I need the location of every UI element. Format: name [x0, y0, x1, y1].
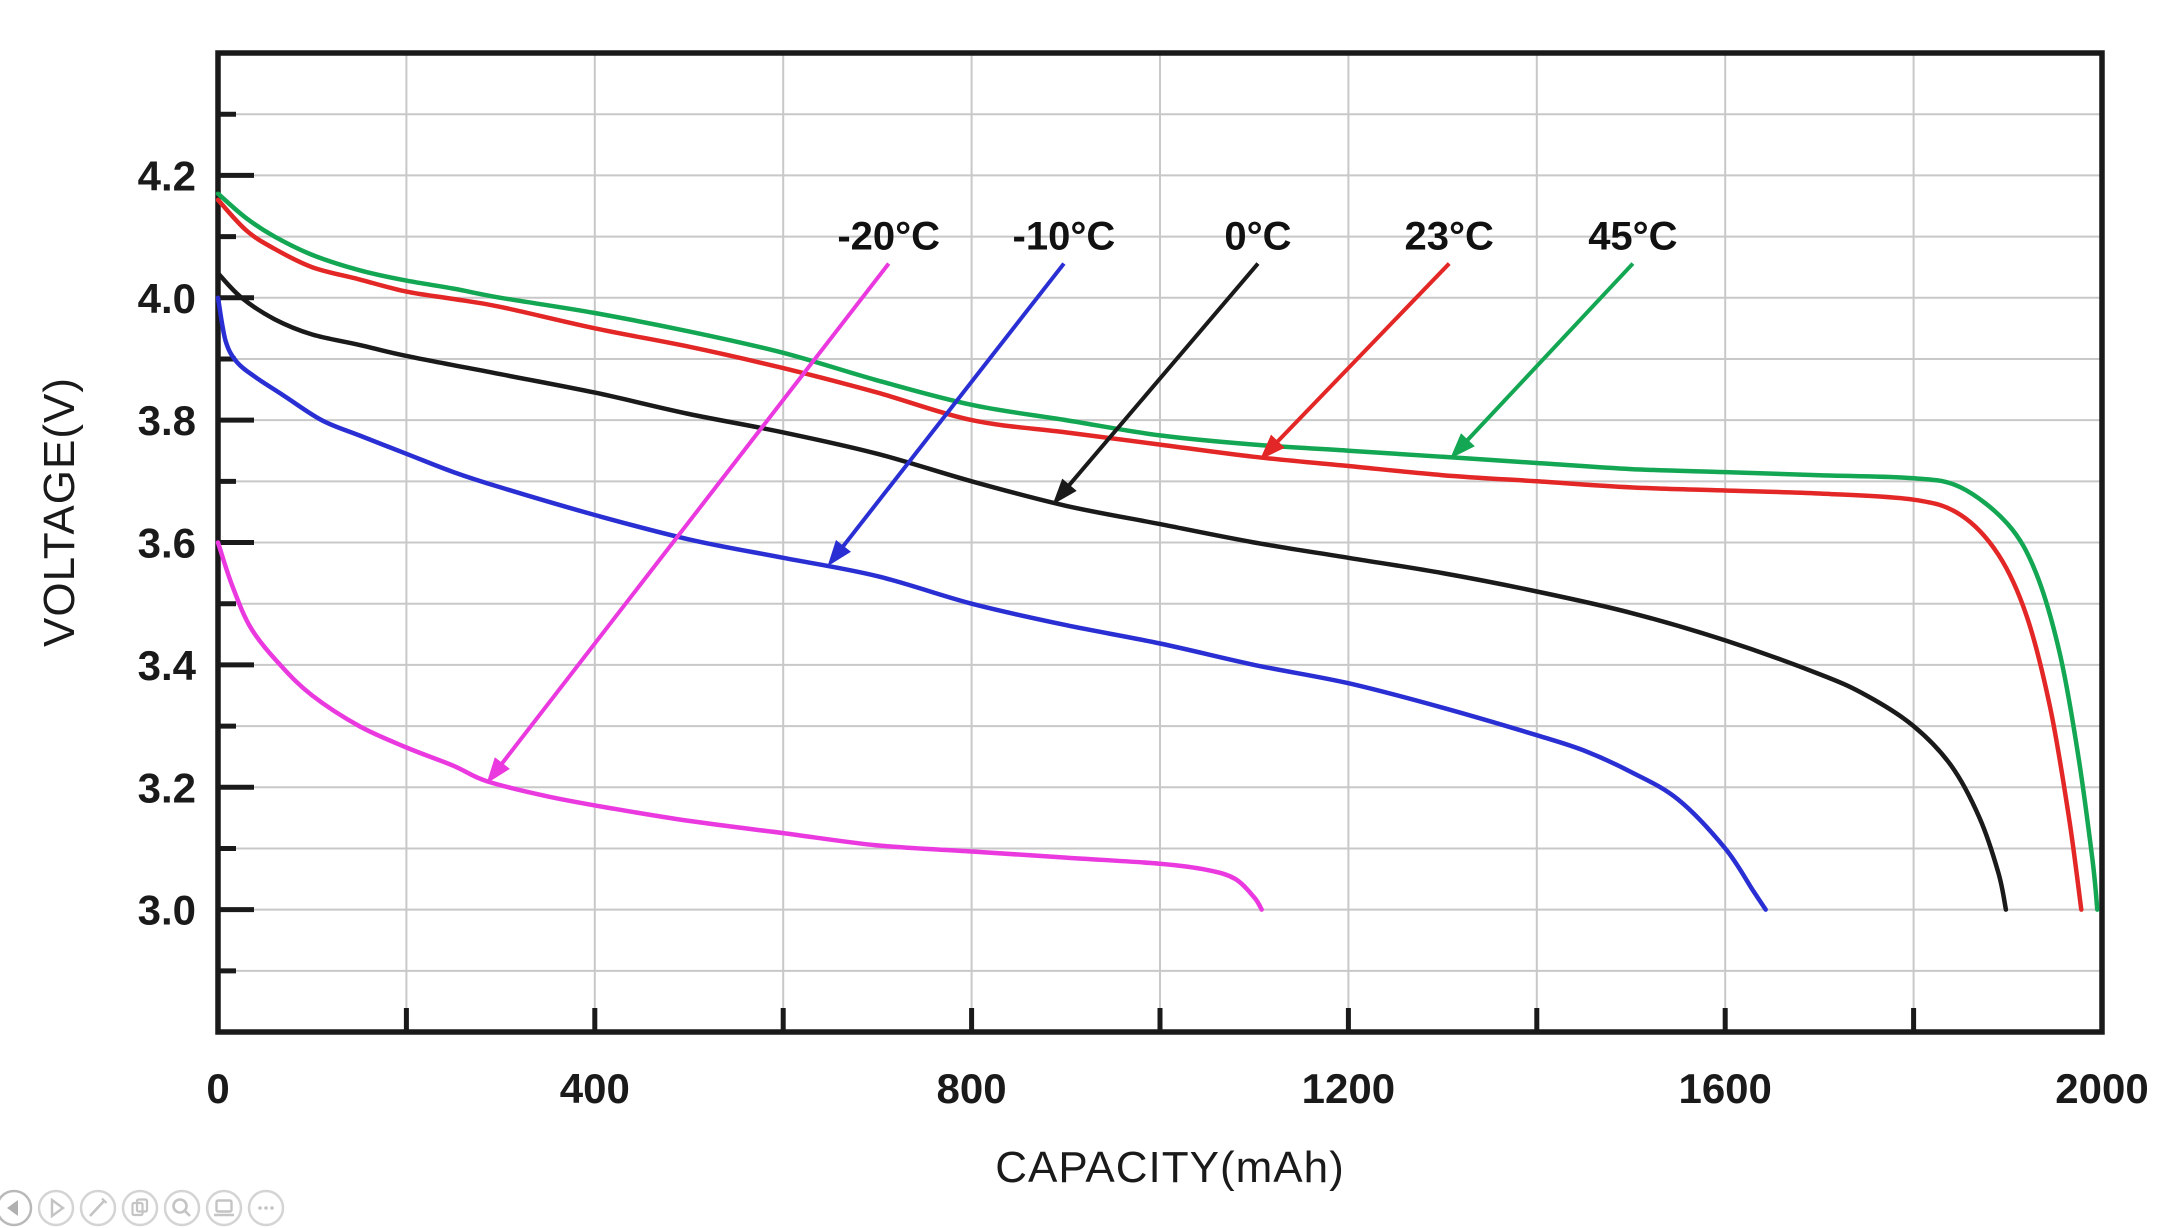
more-icon-button[interactable]	[246, 1188, 286, 1228]
series-label-minus-20c: -20°C	[837, 214, 941, 259]
copy-icon-button[interactable]	[120, 1188, 160, 1228]
annotation-arrow--10cc	[827, 262, 1066, 567]
curve--20cc	[215, 540, 1264, 912]
series-label-minus-10c: -10°C	[1012, 214, 1116, 259]
x-axis-title: CAPACITY(mAh)	[995, 1143, 1345, 1192]
x-tick-label: 0	[206, 1065, 229, 1112]
annotation-arrow-0cc	[1052, 262, 1260, 505]
annotation-arrow-23cc	[1259, 262, 1451, 460]
y-tick-label: 3.8	[138, 397, 196, 444]
viewer-toolbar	[0, 1188, 286, 1228]
curve-0cc	[215, 271, 2009, 912]
x-tick-label: 1200	[1302, 1065, 1395, 1112]
series-label-0c: 0°C	[1224, 214, 1292, 259]
y-tick-label: 3.6	[138, 520, 196, 567]
y-tick-label: 3.2	[138, 764, 196, 811]
edit-icon-button[interactable]	[78, 1188, 118, 1228]
tick-labels: 3.0 3.2 3.4 3.6 3.8 4.0 4.2 0 400 800 1200 1600 2000	[138, 152, 2149, 1112]
more-ellipsis-icon	[247, 1189, 285, 1227]
series-label-45c: 45°C	[1588, 214, 1678, 259]
screen-icon-button[interactable]	[204, 1188, 244, 1228]
x-tick-label: 400	[560, 1065, 630, 1112]
search-icon-button[interactable]	[162, 1188, 202, 1228]
forward-icon-button[interactable]	[36, 1188, 76, 1228]
curve-23cc	[215, 197, 2084, 912]
x-tick-label: 800	[937, 1065, 1007, 1112]
copy-pages-icon	[121, 1189, 159, 1227]
y-tick-label: 3.4	[138, 642, 197, 689]
curve--10cc	[215, 295, 1768, 912]
axis-ticks	[218, 111, 1917, 1032]
search-magnifier-icon	[163, 1189, 201, 1227]
y-tick-label: 3.0	[138, 887, 196, 934]
forward-icon	[37, 1189, 75, 1227]
y-tick-label: 4.0	[138, 275, 196, 322]
back-icon-button[interactable]	[0, 1188, 34, 1228]
gridlines	[218, 53, 2102, 1032]
edit-pencil-icon	[79, 1189, 117, 1227]
x-tick-label: 1600	[1678, 1065, 1771, 1112]
laptop-screen-icon	[205, 1189, 243, 1227]
back-icon	[0, 1189, 33, 1227]
x-tick-label: 2000	[2055, 1065, 2148, 1112]
y-tick-label: 4.2	[138, 152, 196, 199]
curve-45cc	[215, 191, 2100, 912]
y-axis-title: VOLTAGE(V)	[35, 377, 84, 647]
series-label-23c: 23°C	[1404, 214, 1494, 259]
annotation-arrow-45cc	[1450, 262, 1635, 459]
annotation-arrow--20cc	[486, 262, 891, 784]
